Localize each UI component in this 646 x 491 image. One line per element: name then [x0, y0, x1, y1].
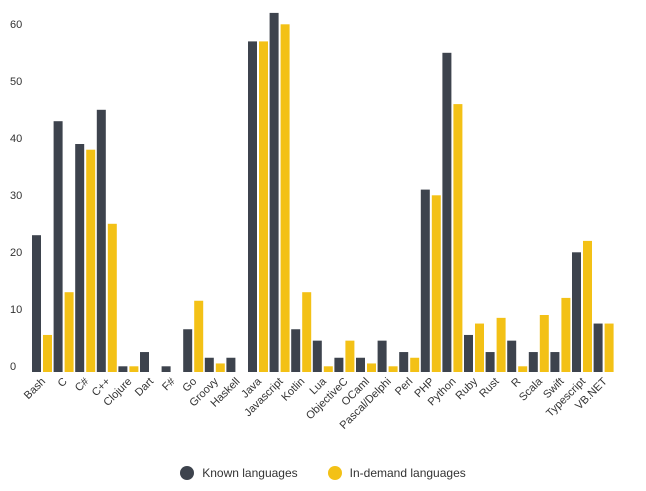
y-tick-label: 50: [10, 76, 22, 88]
bar-known[interactable]: [528, 352, 538, 372]
bar-known[interactable]: [183, 329, 193, 372]
legend: Known languages In-demand languages: [0, 466, 646, 480]
y-tick-label: 20: [10, 247, 22, 259]
y-tick-label: 10: [10, 304, 22, 316]
y-tick-label: 60: [10, 19, 22, 31]
x-tick-label: Scala: [517, 375, 546, 404]
bar-known[interactable]: [442, 52, 452, 373]
bar-known[interactable]: [204, 357, 214, 372]
legend-marker-known: [180, 466, 195, 480]
bar-in-demand[interactable]: [215, 363, 225, 372]
bar-in-demand[interactable]: [302, 292, 312, 372]
bar-in-demand[interactable]: [431, 195, 441, 372]
bar-known[interactable]: [269, 12, 279, 373]
bar-in-demand[interactable]: [107, 223, 117, 372]
bar-known[interactable]: [161, 366, 171, 372]
bar-in-demand[interactable]: [323, 366, 333, 372]
bar-known[interactable]: [550, 352, 560, 372]
bar-in-demand[interactable]: [496, 317, 506, 372]
y-tick-label: 0: [10, 361, 16, 373]
x-tick-label: C#: [73, 375, 92, 394]
bar-in-demand[interactable]: [453, 104, 463, 372]
bar-in-demand[interactable]: [259, 41, 268, 373]
y-axis: 0 10 20 30 40 50 60: [10, 19, 22, 373]
bar-known[interactable]: [377, 340, 387, 372]
bar-known[interactable]: [96, 109, 106, 373]
bar-in-demand[interactable]: [345, 340, 355, 372]
bar-in-demand[interactable]: [86, 149, 96, 372]
bar-known[interactable]: [248, 41, 257, 373]
bar-known[interactable]: [420, 189, 430, 372]
y-tick-label: 40: [10, 133, 22, 145]
bar-in-demand[interactable]: [367, 363, 376, 372]
x-tick-label: R: [509, 376, 523, 390]
bar-in-demand[interactable]: [43, 334, 52, 372]
legend-label-known: Known languages: [202, 466, 298, 480]
bar-known[interactable]: [140, 352, 149, 372]
bar-in-demand[interactable]: [64, 292, 74, 372]
y-tick-label: 30: [10, 190, 22, 202]
bar-known[interactable]: [485, 352, 495, 372]
bar-in-demand[interactable]: [561, 297, 571, 372]
legend-item-in-demand[interactable]: In-demand languages: [327, 466, 466, 480]
bar-in-demand[interactable]: [604, 323, 614, 372]
bar-known[interactable]: [53, 121, 63, 372]
bars: [32, 12, 614, 373]
bar-known[interactable]: [593, 323, 603, 372]
legend-label-in-demand: In-demand languages: [349, 466, 466, 480]
x-tick-label: Kotlin: [279, 376, 307, 404]
bar-in-demand[interactable]: [280, 24, 290, 373]
bar-known[interactable]: [356, 357, 365, 372]
bar-in-demand[interactable]: [129, 366, 139, 372]
bar-known[interactable]: [399, 352, 409, 372]
bar-in-demand[interactable]: [388, 366, 398, 372]
bar-known[interactable]: [507, 340, 517, 372]
bar-in-demand[interactable]: [410, 357, 420, 372]
bar-known[interactable]: [464, 334, 473, 372]
bar-in-demand[interactable]: [539, 315, 549, 372]
bar-known[interactable]: [312, 340, 322, 372]
x-tick-label: F#: [160, 375, 178, 393]
bar-known[interactable]: [32, 235, 41, 372]
bar-in-demand[interactable]: [518, 366, 528, 372]
bar-known[interactable]: [572, 252, 581, 372]
x-tick-label: C: [56, 376, 70, 390]
bar-known[interactable]: [118, 366, 128, 372]
x-tick-label: Dart: [133, 376, 156, 399]
bar-known[interactable]: [226, 357, 236, 372]
legend-marker-in-demand: [327, 466, 342, 480]
x-tick-label: Rust: [477, 376, 501, 400]
bar-in-demand[interactable]: [475, 323, 484, 372]
bar-in-demand[interactable]: [583, 240, 592, 372]
bar-in-demand[interactable]: [194, 300, 204, 372]
legend-item-known[interactable]: Known languages: [180, 466, 298, 480]
x-tick-label: Ruby: [453, 375, 480, 402]
x-tick-label: Perl: [393, 376, 415, 398]
bar-known[interactable]: [75, 144, 85, 372]
bar-known[interactable]: [334, 357, 344, 372]
x-tick-label: Bash: [22, 376, 48, 402]
bar-known[interactable]: [291, 329, 301, 372]
